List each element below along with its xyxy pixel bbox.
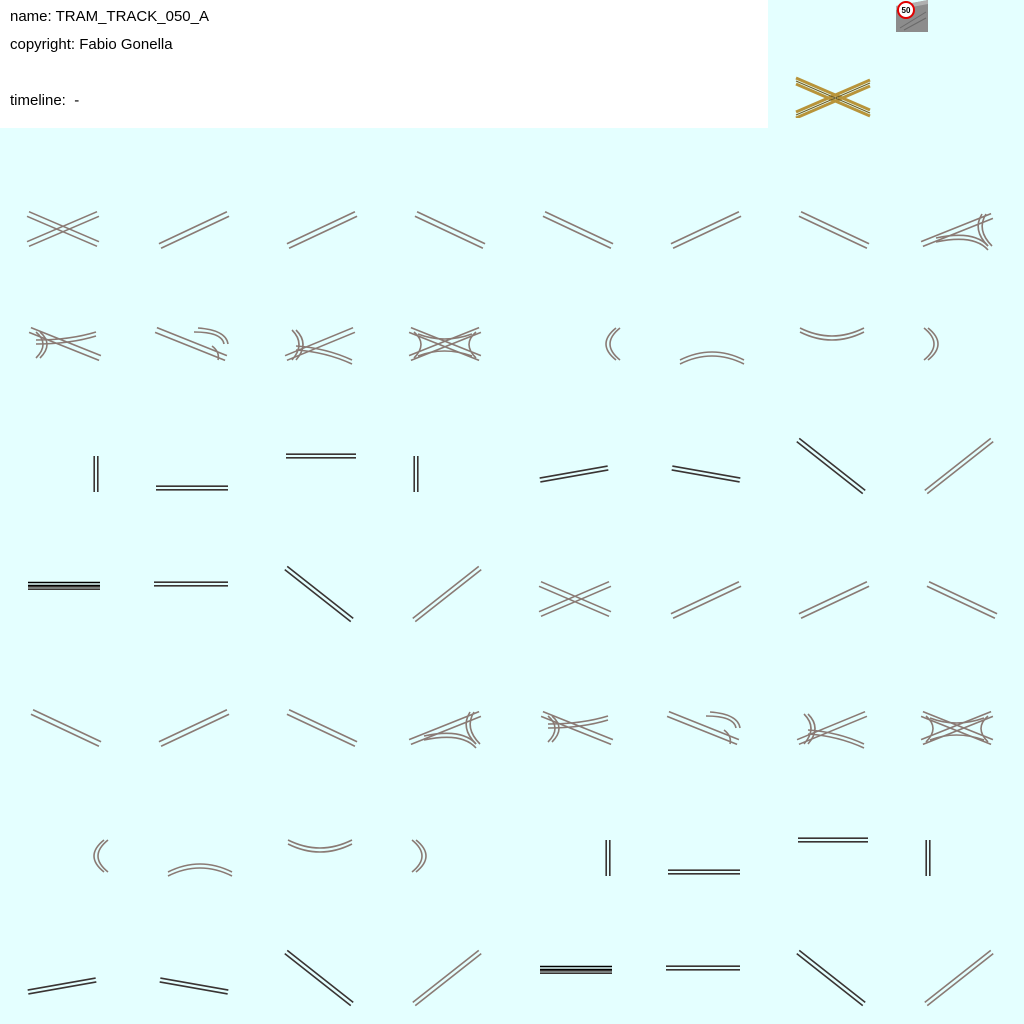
track-tile-curve-s [640,256,768,384]
track-tile-fan-left [896,128,1024,256]
track-tile-v-left [384,384,512,512]
track-tile-cross [512,512,640,640]
track-tile-h-bottom [640,768,768,896]
track-tile-ne [128,128,256,256]
track-tile-curve-e [384,768,512,896]
track-tile-nw [768,128,896,256]
track-tile-curve-n [256,768,384,896]
track-tile-shallow-up [0,896,128,1024]
track-tile-ne [640,128,768,256]
track-tile-nw [896,512,1024,640]
track-tile-curve-w [512,256,640,384]
track-tile-steep-nw [768,896,896,1024]
track-tile-fan-left-down [128,256,256,384]
track-tile-shallow-down [128,896,256,1024]
track-tile-h-bottom-mid [128,512,256,640]
track-tile-curve-s [128,768,256,896]
track-tile-fan-left [384,640,512,768]
track-tile-steep-nw [256,896,384,1024]
info-panel: name: TRAM_TRACK_050_A copyright: Fabio … [0,0,768,128]
track-tile-nw [256,640,384,768]
track-tile-v-right [0,384,128,512]
track-tile-curve-n [768,256,896,384]
track-tile-steep-ne [384,512,512,640]
track-tile-shallow-up [512,384,640,512]
track-tile-fan-left-down [640,640,768,768]
track-tile-h-top [256,384,384,512]
track-sprite-sheet [0,128,1024,1024]
track-crossing-icon [792,72,874,120]
track-tile-ne [640,512,768,640]
track-tile-curve-e [896,256,1024,384]
track-tile-star [896,640,1024,768]
speed-limit-sign-icon: 50 [896,0,928,32]
track-tile-fan-up [768,640,896,768]
track-tile-nw [384,128,512,256]
track-tile-cross [0,128,128,256]
track-tile-star [384,256,512,384]
timeline-label: timeline: - [10,92,80,109]
track-tile-h-bottom [128,384,256,512]
track-tile-v-left [896,768,1024,896]
track-tile-ne [768,512,896,640]
track-tile-fan-right [512,640,640,768]
track-tile-steep-ne [896,896,1024,1024]
track-tile-h-top [768,768,896,896]
track-tile-fan-up [256,256,384,384]
track-tile-curve-w [0,768,128,896]
track-tile-steep-nw [768,384,896,512]
track-tile-fan-right [0,256,128,384]
copyright-label: copyright: Fabio Gonella [10,36,173,53]
track-tile-v-right [512,768,640,896]
track-tile-steep-ne [384,896,512,1024]
track-tile-shallow-down [640,384,768,512]
track-tile-h-double [512,896,640,1024]
track-tile-nw [512,128,640,256]
track-tile-nw [0,640,128,768]
speed-limit-value: 50 [902,6,911,15]
track-tile-ne [128,640,256,768]
track-tile-steep-nw [256,512,384,640]
track-tile-ne [256,128,384,256]
track-tile-steep-ne [896,384,1024,512]
track-tile-h-bottom-mid [640,896,768,1024]
track-tile-h-double [0,512,128,640]
object-name-label: name: TRAM_TRACK_050_A [10,8,209,25]
